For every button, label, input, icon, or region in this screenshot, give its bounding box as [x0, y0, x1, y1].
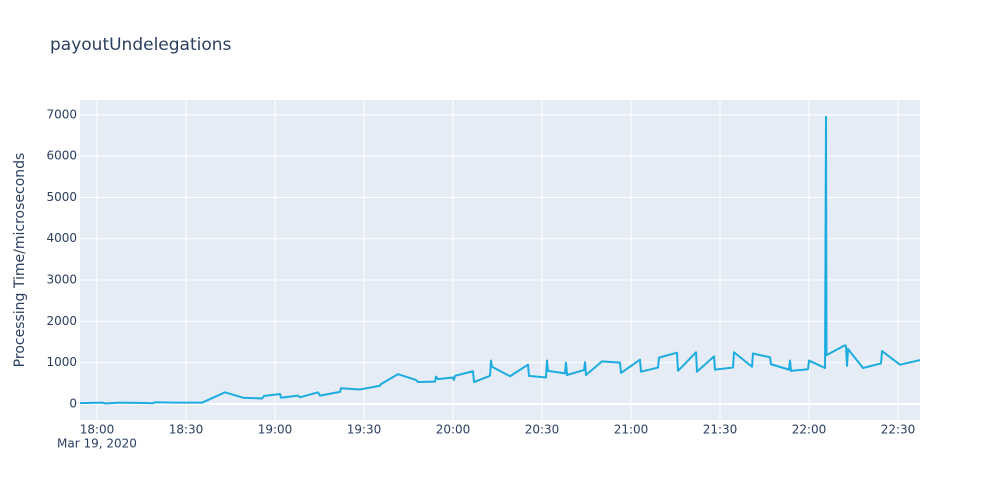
- y-tick-label: 2000: [46, 314, 77, 328]
- y-tick-label: 0: [69, 396, 77, 410]
- line-series: [80, 115, 920, 405]
- x-date-label: Mar 19, 2020: [57, 437, 137, 451]
- y-tick-label: 4000: [46, 231, 77, 245]
- x-tick-label: 18:00: [80, 423, 115, 437]
- x-tick-label: 19:30: [347, 423, 382, 437]
- x-tick-label: 18:30: [169, 423, 204, 437]
- plot-lines: [80, 115, 920, 405]
- chart-title: payoutUndelegations: [50, 35, 232, 55]
- y-axis-label: Processing Time/microseconds: [12, 153, 28, 368]
- x-tick-label: 22:00: [792, 423, 827, 437]
- y-tick-label: 1000: [46, 355, 77, 369]
- y-tick-label: 7000: [46, 107, 77, 121]
- x-tick-label: 20:00: [436, 423, 471, 437]
- x-tick-label: 21:00: [614, 423, 649, 437]
- y-tick-label: 5000: [46, 190, 77, 204]
- x-tick-label: 20:30: [525, 423, 560, 437]
- x-tick-label: 19:00: [258, 423, 293, 437]
- y-tick-label: 3000: [46, 273, 77, 287]
- y-tick-label: 6000: [46, 149, 77, 163]
- x-tick-label: 22:30: [881, 423, 916, 437]
- x-tick-label: 21:30: [703, 423, 738, 437]
